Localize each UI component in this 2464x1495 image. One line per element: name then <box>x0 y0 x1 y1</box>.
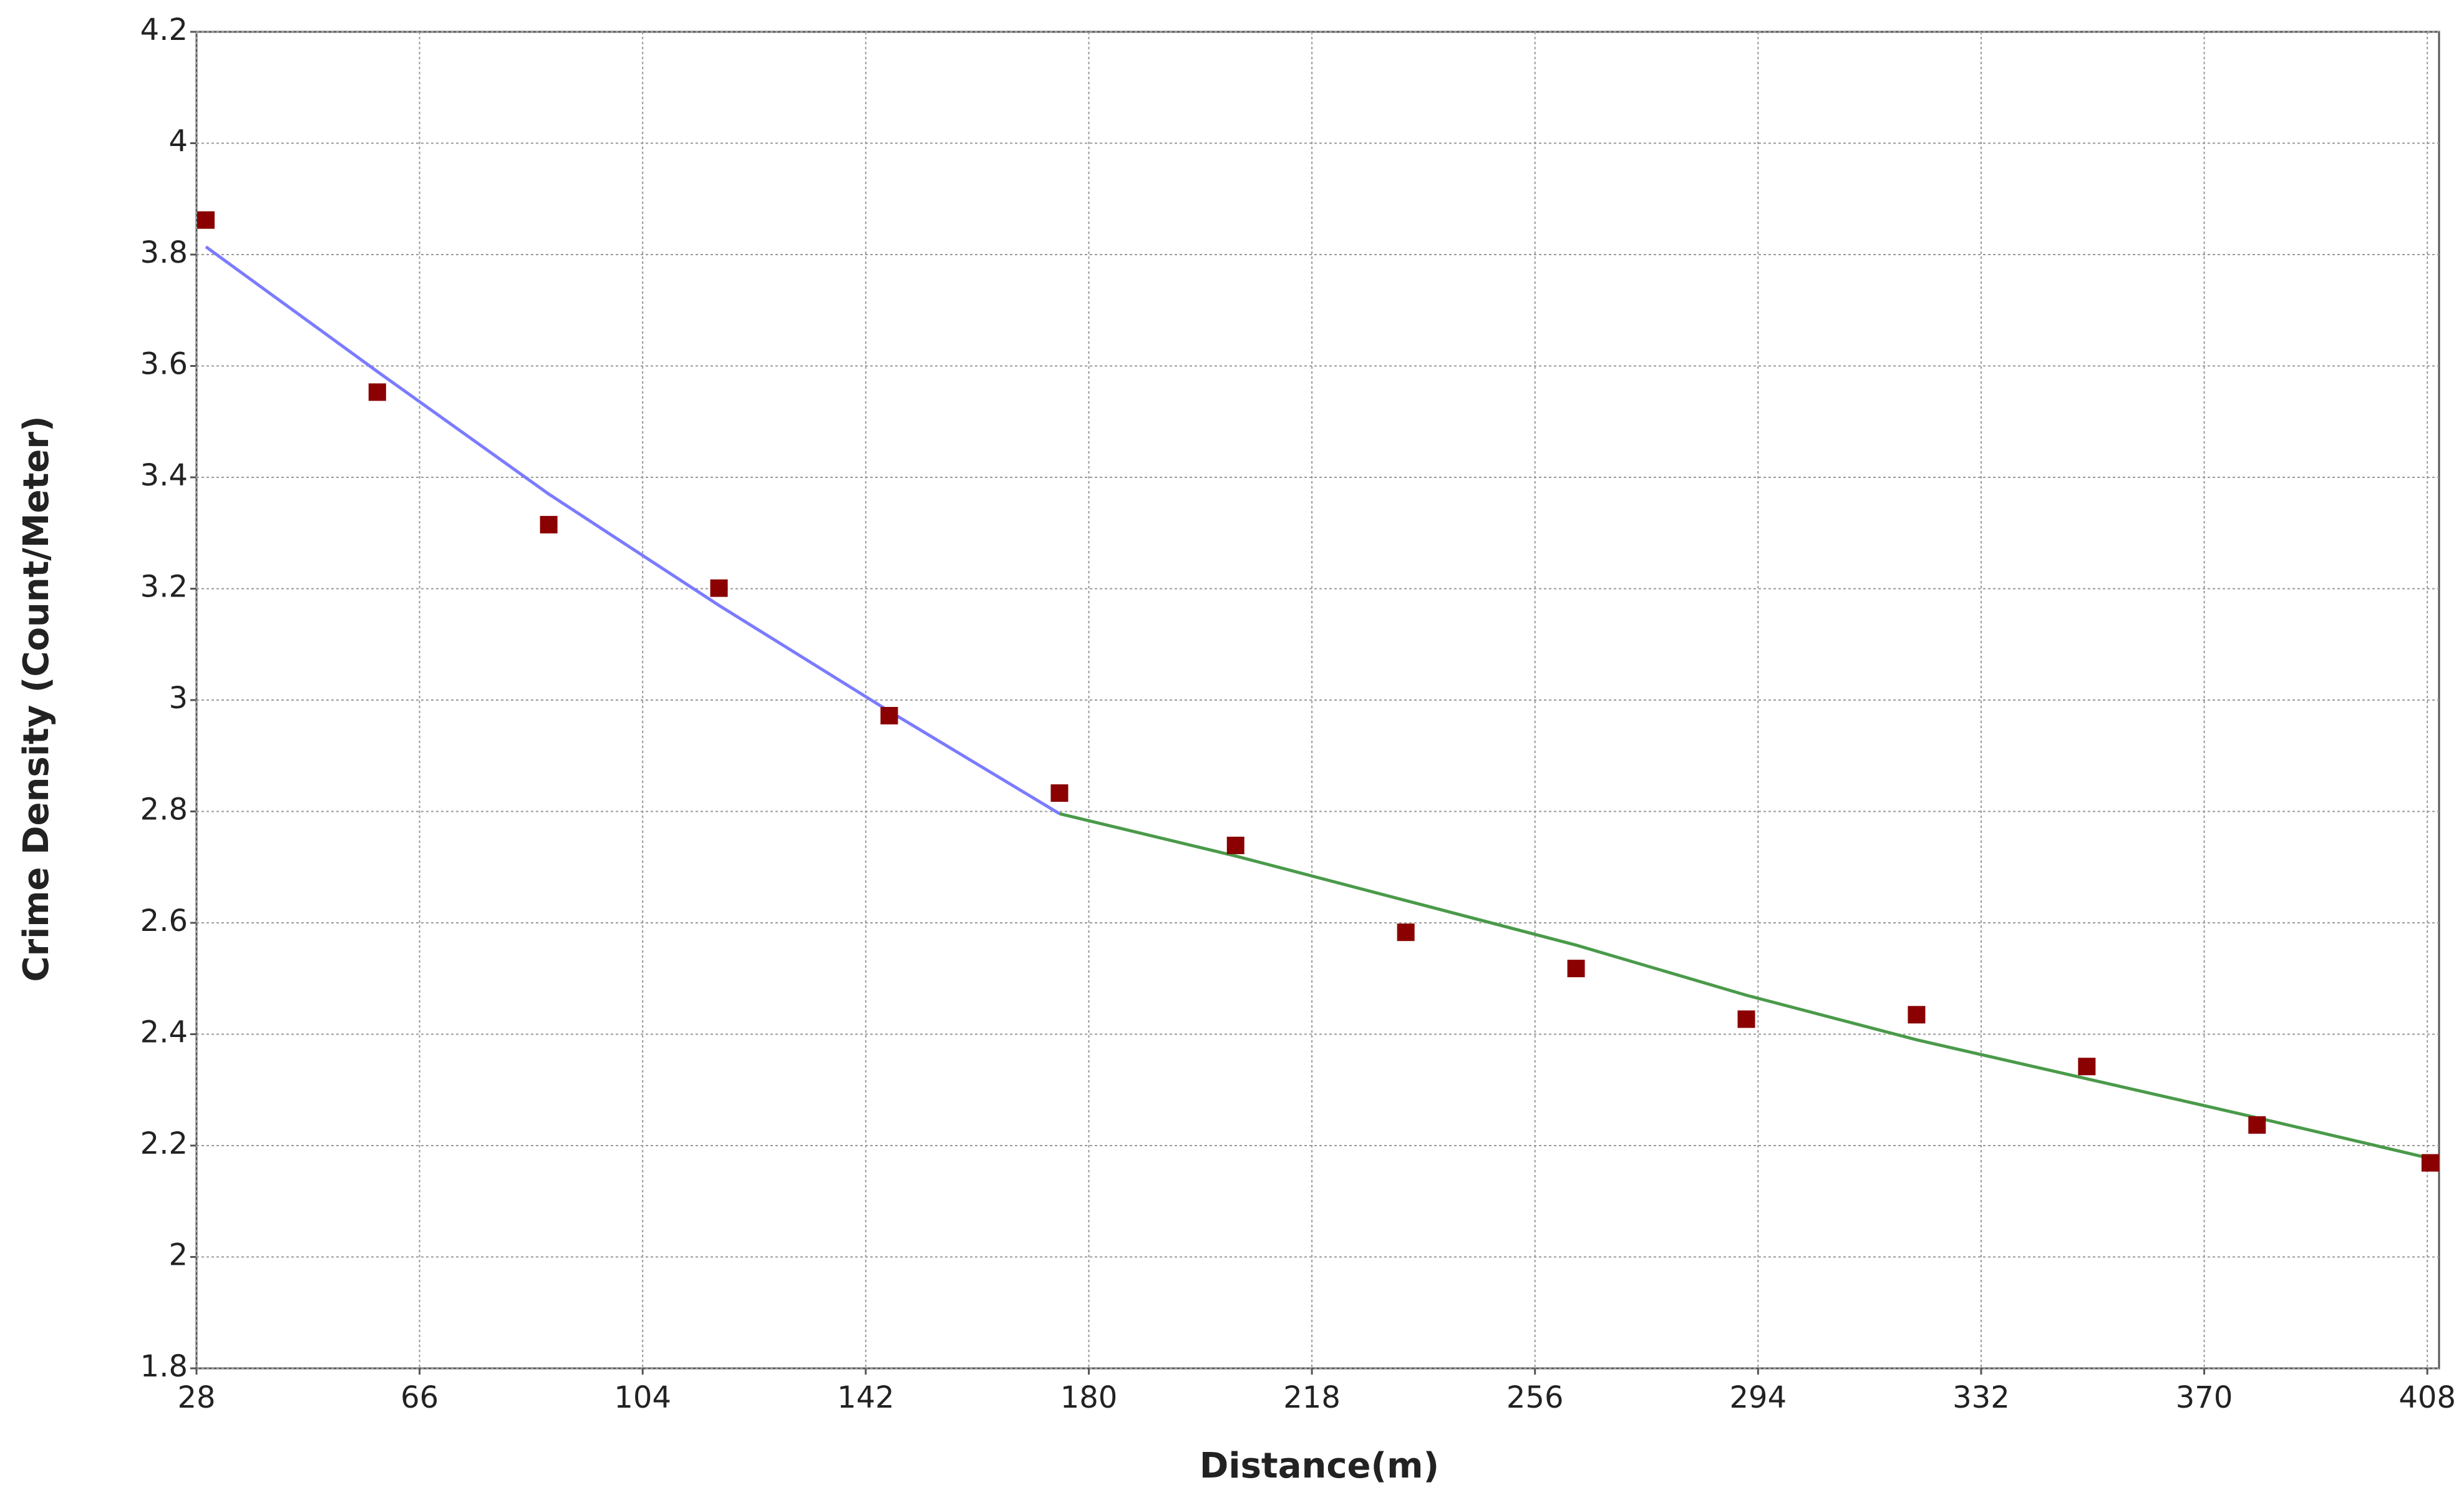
y-tick-label: 3.8 <box>140 235 188 270</box>
x-tick-label: 218 <box>1283 1380 1341 1415</box>
x-tick-label: 142 <box>837 1380 895 1415</box>
point <box>2248 1116 2266 1134</box>
x-tick-label: 28 <box>177 1380 215 1415</box>
point <box>880 706 898 724</box>
point <box>2078 1058 2096 1076</box>
point <box>1737 1010 1755 1028</box>
line <box>205 245 1060 816</box>
x-tick-label: 408 <box>2399 1380 2456 1415</box>
y-tick-label: 2.8 <box>140 792 188 827</box>
line <box>1059 812 2431 1160</box>
y-tick-label: 4 <box>168 124 188 159</box>
x-axis-title: Distance(m) <box>1200 1446 1439 1486</box>
y-tick-label: 3.2 <box>140 570 188 605</box>
point <box>540 515 558 533</box>
y-tick-label: 3 <box>168 681 188 716</box>
x-tick-label: 294 <box>1730 1380 1787 1415</box>
point <box>1050 784 1069 802</box>
point <box>1226 836 1244 854</box>
y-tick-label: 2.2 <box>140 1126 188 1161</box>
point <box>1908 1006 1926 1024</box>
x-tick-label: 332 <box>1952 1380 2010 1415</box>
y-tick-label: 2.6 <box>140 903 188 938</box>
x-tick-label: 370 <box>2176 1380 2233 1415</box>
x-tick-label: 104 <box>614 1380 671 1415</box>
point <box>710 579 728 597</box>
y-axis-title: Crime Density (Count/Meter) <box>16 416 57 981</box>
point <box>197 211 215 229</box>
x-tick-label: 66 <box>400 1380 439 1415</box>
x-tick-label: 256 <box>1506 1380 1564 1415</box>
point <box>1397 923 1415 942</box>
y-tick-label: 2 <box>168 1238 188 1273</box>
point <box>2421 1154 2439 1172</box>
y-tick-label: 3.4 <box>140 458 188 493</box>
y-tick-label: 4.2 <box>140 12 188 47</box>
x-tick-label: 180 <box>1060 1380 1118 1415</box>
y-tick-label: 3.6 <box>140 347 188 382</box>
y-tick-label: 1.8 <box>140 1349 188 1384</box>
y-tick-label: 2.4 <box>140 1015 188 1050</box>
point <box>368 383 386 401</box>
point <box>1567 960 1585 978</box>
